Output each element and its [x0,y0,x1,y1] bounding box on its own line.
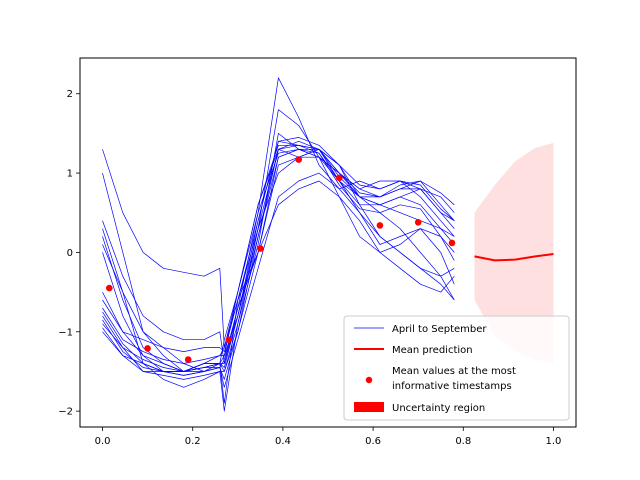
history-line-11 [102,144,455,380]
history-line-15 [102,148,455,376]
legend-uncertainty-swatch [354,402,384,412]
legend-points-swatch [365,376,373,384]
x-tick-label: 0.8 [455,436,471,447]
informative-point-8 [414,219,422,226]
legend-mean-label: Mean prediction [392,345,473,356]
history-line-14 [102,172,455,388]
x-tick-label: 0.2 [185,436,201,447]
informative-point-7 [376,222,384,229]
x-tick-label: 0.6 [365,436,381,447]
history-line-13 [102,137,455,372]
legend-points-label-line1: Mean values at the most [392,366,516,377]
y-axis: −2 −1 0 1 2 [58,89,80,418]
uncertainty-layer [474,142,554,364]
legend-uncertainty-label: Uncertainty region [392,403,485,414]
history-line-12 [102,180,455,352]
y-tick-label: 1 [67,169,73,180]
y-tick-label: 0 [67,248,73,259]
history-line-9 [102,144,455,364]
informative-points [106,156,456,363]
mean-prediction-layer [474,253,554,262]
history-line-7 [102,148,455,372]
axes-frame [79,57,577,428]
history-line-6 [102,148,455,364]
y-tick-label: −2 [58,407,73,418]
legend-box [343,315,570,421]
y-tick-label: −1 [58,327,73,338]
legend-history-label: April to September [392,324,487,335]
x-tick-label: 0.0 [95,436,111,447]
informative-point-9 [448,239,456,247]
informative-point-3 [225,336,233,344]
informative-point-4 [257,245,264,252]
informative-point-2 [184,356,192,363]
informative-point-5 [295,156,303,163]
x-tick-label: 0.4 [275,436,291,447]
x-axis: 0.0 0.2 0.4 0.6 0.8 1.0 [95,427,562,447]
y-tick-label: 2 [67,89,73,100]
history-lines [102,77,455,412]
informative-point-6 [336,174,343,182]
uncertainty-band [474,142,554,364]
plot-area [102,77,554,412]
mean-prediction-line [474,253,554,262]
legend-points-label-line2: informative timestamps [392,381,512,392]
informative-point-1 [144,345,151,352]
x-tick-label: 1.0 [546,436,562,447]
informative-point-0 [106,284,113,292]
legend: April to September Mean prediction Mean … [343,315,570,421]
